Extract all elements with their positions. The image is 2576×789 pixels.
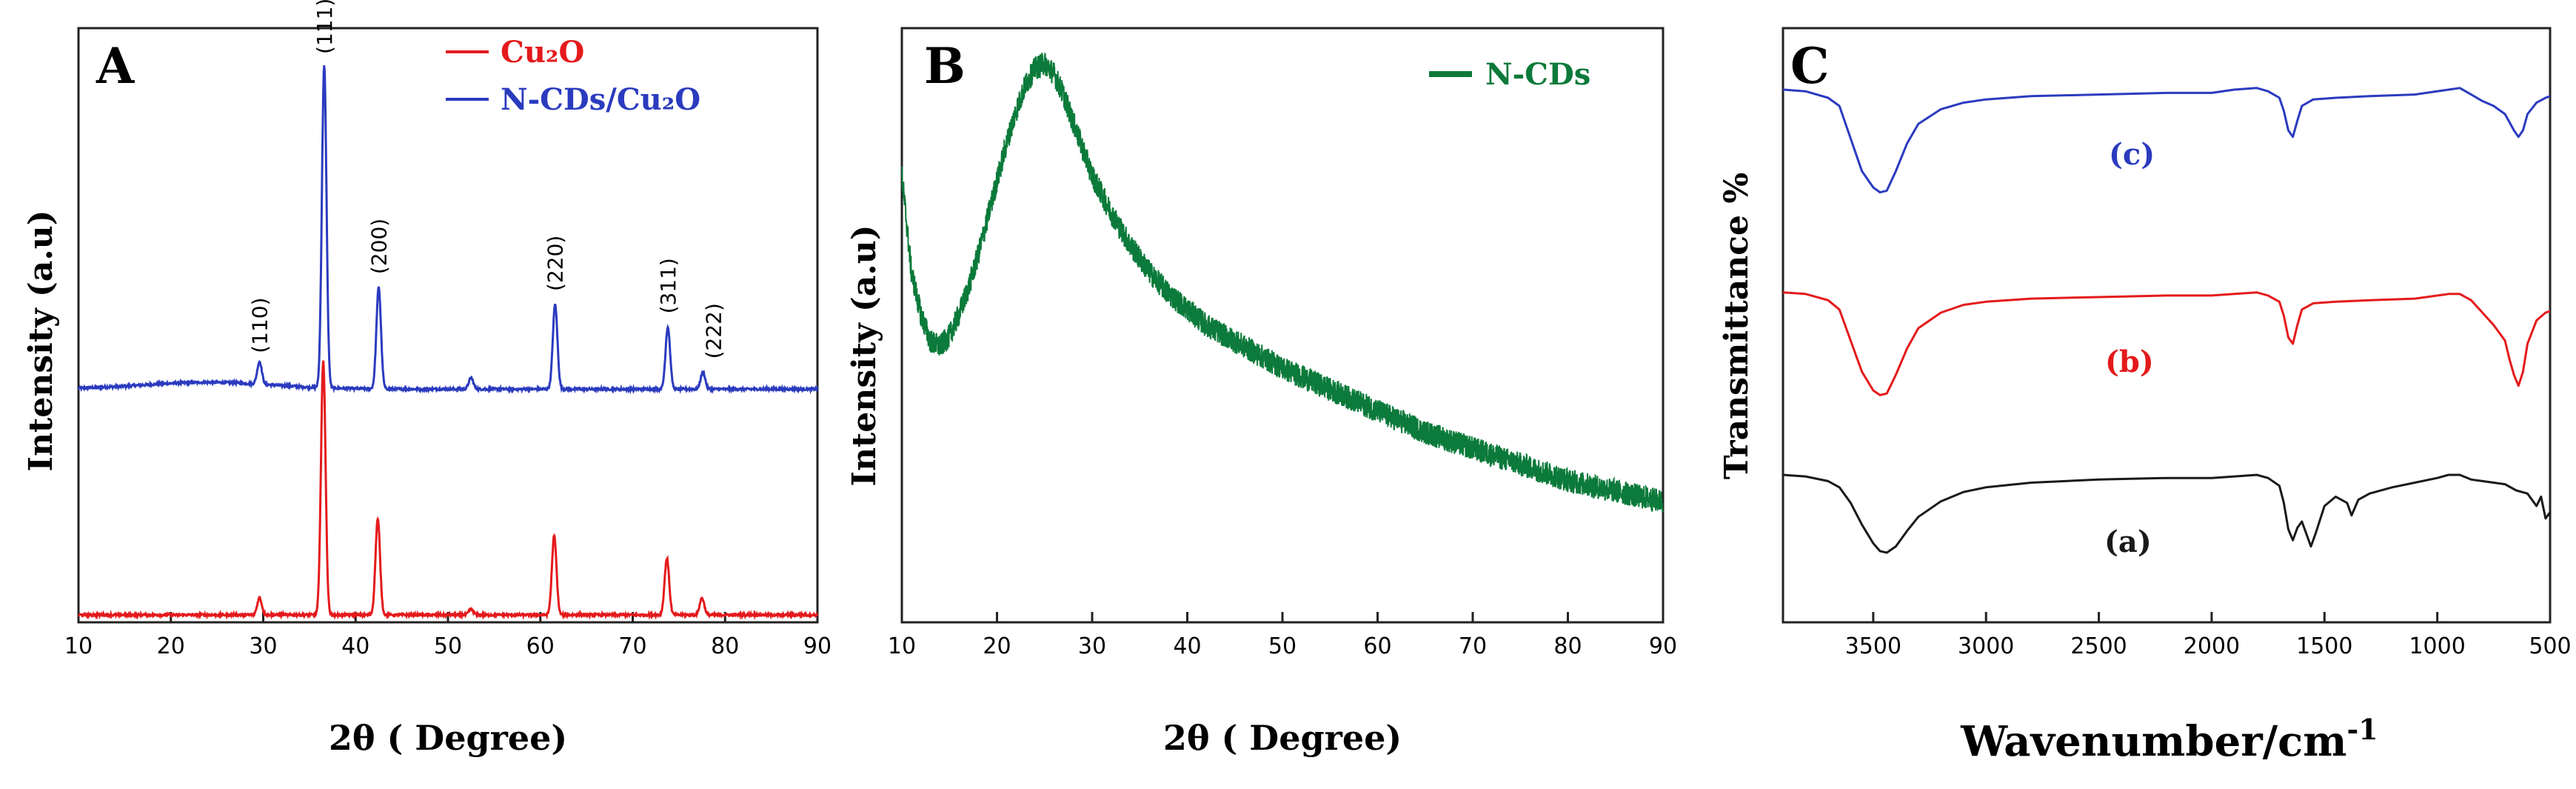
panel-c-x-axis-label-main: Wavenumber/cm bbox=[1960, 717, 2346, 766]
series-line bbox=[1782, 87, 2551, 194]
x-tick-label: 2500 bbox=[2070, 633, 2127, 659]
panel-c-frame bbox=[1782, 27, 2552, 624]
panel-c-letter: C bbox=[1790, 37, 1830, 95]
panel-c-x-axis-label-sup: -1 bbox=[2347, 713, 2378, 746]
panel-b: B 10 20 30 40 50 60 70 80 90 N-CDs Intensity (a.… bbox=[846, 27, 1677, 758]
x-tick-label: 40 bbox=[1173, 633, 1201, 659]
x-tick-label: 60 bbox=[526, 633, 555, 659]
x-tick-label: 3000 bbox=[1958, 633, 2014, 659]
panel-a-y-axis-label: Intensity (a.u) bbox=[22, 210, 60, 471]
x-tick-label: 20 bbox=[157, 633, 185, 659]
peak-label: (111) bbox=[312, 0, 337, 54]
x-tick-label: 70 bbox=[1459, 633, 1487, 659]
panel-c-y-axis-label: Transmittance % bbox=[1718, 173, 1756, 479]
panel-b-x-axis-label: 2θ ( Degree) bbox=[1163, 718, 1402, 758]
peak-label: (110) bbox=[248, 297, 272, 353]
peak-label: (220) bbox=[543, 236, 568, 291]
x-tick-label: 90 bbox=[1649, 633, 1677, 659]
panel-a-letter: A bbox=[96, 37, 135, 95]
panel-c: C 3500 3000 2500 2000 1500 1000 500 (c) (b) (a… bbox=[1718, 27, 2572, 766]
x-tick-label: 80 bbox=[711, 633, 739, 659]
x-tick-label: 40 bbox=[341, 633, 369, 659]
x-tick-label: 30 bbox=[249, 633, 277, 659]
peak-label: (311) bbox=[656, 258, 680, 313]
curve-label-a: (a) bbox=[2104, 525, 2152, 559]
panel-a-series bbox=[77, 65, 819, 621]
panel-a: A 10 20 30 40 50 60 70 80 90 (110) (111) (200) (220… bbox=[22, 0, 832, 758]
legend-label-ncds-cu2o: N-CDs/Cu₂O bbox=[501, 82, 700, 117]
x-tick-label: 70 bbox=[618, 633, 646, 659]
legend-label-ncds: N-CDs bbox=[1485, 57, 1590, 92]
panel-c-x-axis-label: Wavenumber/cm-1 bbox=[1960, 713, 2378, 766]
legend-label-cu2o: Cu₂O bbox=[501, 35, 584, 70]
series-line bbox=[1782, 473, 2552, 554]
series-line bbox=[1782, 291, 2551, 396]
curve-label-b: (b) bbox=[2105, 344, 2154, 379]
panel-b-y-axis-label: Intensity (a.u) bbox=[846, 224, 883, 486]
x-tick-label: 60 bbox=[1363, 633, 1391, 659]
peak-label: (200) bbox=[367, 219, 391, 274]
panel-b-x-ticks: 10 20 30 40 50 60 70 80 90 bbox=[888, 612, 1677, 659]
x-tick-label: 50 bbox=[1268, 633, 1297, 659]
x-tick-label: 2000 bbox=[2184, 633, 2240, 659]
panel-a-x-axis-label: 2θ ( Degree) bbox=[329, 718, 567, 758]
x-tick-label: 1500 bbox=[2296, 633, 2352, 659]
series-line bbox=[78, 360, 819, 621]
series-line bbox=[901, 53, 1664, 513]
panel-b-legend: N-CDs bbox=[1429, 57, 1590, 92]
x-tick-label: 1000 bbox=[2409, 633, 2465, 659]
panel-b-series bbox=[901, 53, 1664, 513]
panel-c-series bbox=[1782, 87, 2552, 554]
x-tick-label: 3500 bbox=[1845, 633, 1901, 659]
panel-b-letter: B bbox=[924, 37, 966, 95]
x-tick-label: 500 bbox=[2529, 633, 2571, 659]
x-tick-label: 50 bbox=[434, 633, 462, 659]
panel-a-peak-labels: (110) (111) (200) (220) (311) (222) bbox=[248, 0, 726, 359]
x-tick-label: 90 bbox=[803, 633, 832, 659]
curve-label-c: (c) bbox=[2109, 137, 2155, 172]
panel-c-x-ticks: 3500 3000 2500 2000 1500 1000 500 bbox=[1845, 612, 2572, 659]
panel-a-x-ticks: 10 20 30 40 50 60 70 80 90 bbox=[64, 612, 832, 659]
x-tick-label: 30 bbox=[1078, 633, 1106, 659]
peak-label: (222) bbox=[701, 303, 726, 359]
x-tick-label: 10 bbox=[64, 633, 93, 659]
x-tick-label: 80 bbox=[1553, 633, 1582, 659]
panel-a-legend: Cu₂O N-CDs/Cu₂O bbox=[446, 35, 700, 117]
series-line bbox=[77, 65, 819, 395]
x-tick-label: 20 bbox=[983, 633, 1011, 659]
x-tick-label: 10 bbox=[888, 633, 916, 659]
